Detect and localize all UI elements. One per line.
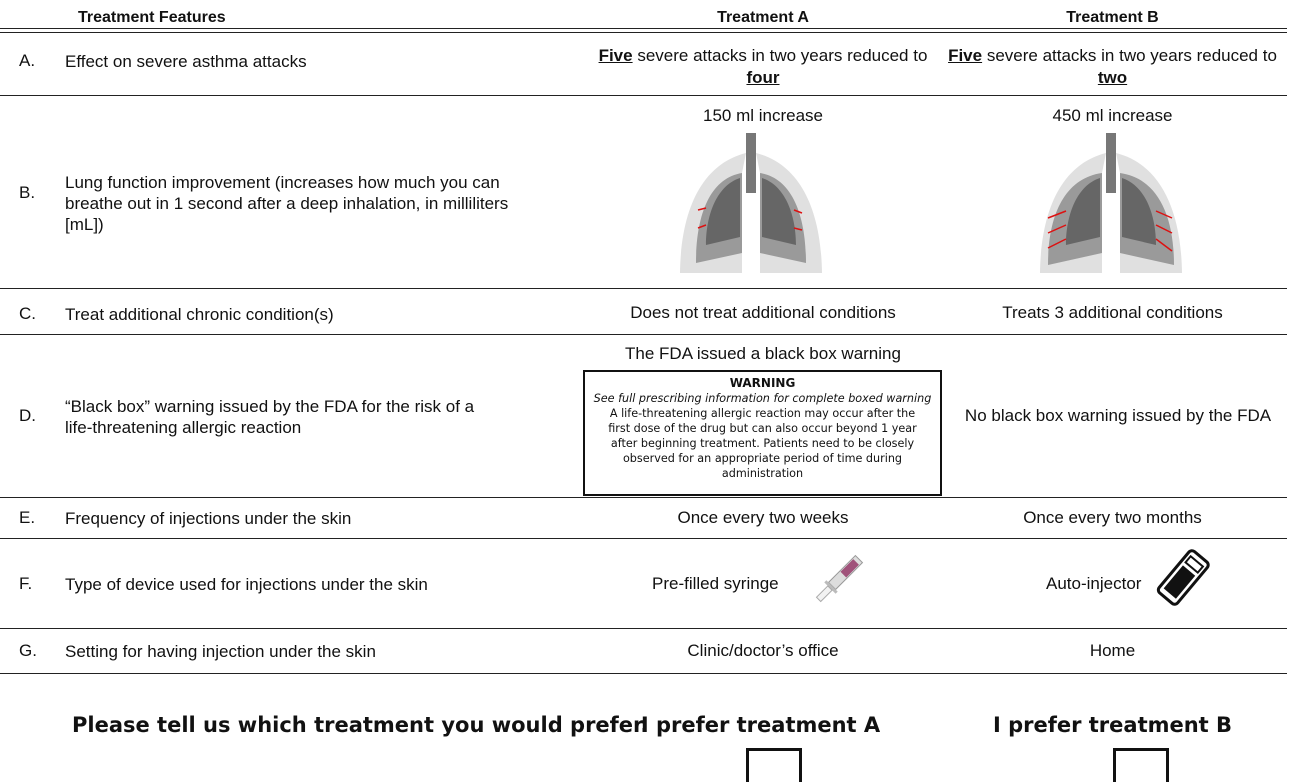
row-feature: Setting for having injection under the s… <box>65 642 376 661</box>
question: Please tell us which treatment you would… <box>72 713 649 737</box>
header-b: Treatment B <box>1066 9 1159 26</box>
prefer-a: I prefer treatment A <box>640 713 881 737</box>
rule <box>0 628 1287 629</box>
cell-b: Treats 3 additional conditions <box>1002 303 1223 322</box>
lung-icon <box>680 133 822 273</box>
rule <box>0 673 1287 674</box>
autoinjector-icon <box>1156 549 1210 606</box>
rule <box>0 288 1287 289</box>
text: severe attacks in two years reduced to <box>986 46 1277 65</box>
cell-a: Once every two weeks <box>677 508 849 527</box>
cell-a: Clinic/doctor’s office <box>687 641 839 660</box>
cell-b: Once every two months <box>1023 508 1202 527</box>
row-feature: Lung function improvement (increases how… <box>65 173 509 234</box>
rule <box>0 538 1287 539</box>
row-feature: “Black box” warning issued by the FDA fo… <box>65 397 475 437</box>
emph: Five <box>598 46 633 65</box>
row-letter: E. <box>19 508 36 527</box>
prefer-b: I prefer treatment B <box>992 713 1233 737</box>
warning-body: A life-threatening allergic reaction may… <box>608 407 917 480</box>
emph: two <box>1097 68 1128 87</box>
cell-a: Five severe attacks in two years reduced… <box>583 45 943 89</box>
cell-a: Does not treat additional conditions <box>630 303 896 322</box>
checkbox-a[interactable] <box>746 748 802 782</box>
cell-b: Five severe attacks in two years reduced… <box>945 45 1280 89</box>
cell-b: No black box warning issued by the FDA <box>964 406 1272 425</box>
rule <box>0 32 1287 33</box>
header-a: Treatment A <box>717 9 809 26</box>
emph: Five <box>948 46 983 65</box>
emph: four <box>746 68 780 87</box>
warning-title: WARNING <box>729 376 796 390</box>
rule <box>0 497 1287 498</box>
row-feature: Type of device used for injections under… <box>65 575 428 594</box>
warning-note: See full prescribing information for com… <box>593 392 932 405</box>
row-letter: D. <box>19 406 36 425</box>
row-letter: C. <box>19 304 36 323</box>
rule <box>0 334 1287 335</box>
row-letter: B. <box>19 183 36 202</box>
row-letter: G. <box>19 641 37 660</box>
syringe-icon <box>815 554 864 603</box>
lung-icon <box>1040 133 1182 273</box>
cell-a: Pre-filled syringe <box>652 574 779 593</box>
checkbox-b[interactable] <box>1113 748 1169 782</box>
row-feature: Treat additional chronic condition(s) <box>65 305 334 324</box>
header-feature: Treatment Features <box>78 9 226 26</box>
cell-a: 150 ml increase <box>702 106 823 125</box>
text: severe attacks in two years reduced to <box>637 46 928 65</box>
warning-box: WARNING See full prescribing information… <box>583 370 942 496</box>
row-letter: A. <box>19 51 36 70</box>
cell-b: 450 ml increase <box>1052 106 1173 125</box>
row-feature: Frequency of injections under the skin <box>65 509 352 528</box>
rule <box>0 28 1287 29</box>
cell-a: The FDA issued a black box warning <box>625 344 901 363</box>
row-letter: F. <box>19 574 33 593</box>
cell-b: Auto-injector <box>1046 574 1142 593</box>
rule <box>0 95 1287 96</box>
row-feature: Effect on severe asthma attacks <box>65 52 307 71</box>
cell-b: Home <box>1089 641 1136 660</box>
